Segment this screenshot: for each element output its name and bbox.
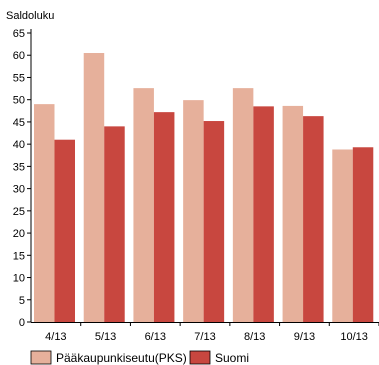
bar [203, 121, 225, 322]
legend-label: Suomi [215, 351, 249, 365]
y-tick-label: 45 [13, 117, 25, 129]
bar [253, 106, 274, 322]
legend: Pääkaupunkiseutu(PKS) Suomi [30, 350, 249, 365]
bar [232, 88, 254, 322]
y-tick-label: 20 [13, 228, 25, 240]
y-tick-label: 50 [13, 95, 25, 107]
y-tick-label: 5 [19, 295, 25, 307]
y-tick-label: 40 [13, 139, 25, 151]
y-tick-label: 35 [13, 161, 25, 173]
x-tick-label: 9/13 [294, 331, 315, 343]
bars [34, 53, 374, 323]
y-tick-label: 60 [13, 50, 25, 62]
y-tick-label: 30 [13, 184, 25, 196]
y-tick-label: 10 [13, 273, 25, 285]
bar [133, 88, 154, 322]
x-tick-label: 6/13 [145, 331, 166, 343]
x-tick-label: 5/13 [95, 331, 116, 343]
y-tick-label: 65 [13, 28, 25, 40]
legend-swatch [189, 350, 211, 365]
bar [104, 126, 125, 322]
bar [34, 104, 55, 322]
x-tick-label: 7/13 [194, 331, 215, 343]
y-tick-label: 25 [13, 206, 25, 218]
x-tick-label: 8/13 [244, 331, 265, 343]
bar [282, 105, 304, 322]
bar [54, 139, 75, 322]
x-axis-ticks: 4/13 5/13 6/13 7/13 8/13 9/13 10/13 [45, 322, 379, 343]
axes [30, 29, 379, 323]
y-tick-label: 0 [19, 317, 25, 329]
bar [153, 112, 175, 322]
x-tick-label: 10/13 [340, 331, 368, 343]
legend-swatch [30, 350, 52, 365]
bar [303, 116, 324, 323]
x-tick-label: 4/13 [45, 331, 66, 343]
y-tick-label: 55 [13, 72, 25, 84]
y-axis-ticks: 0 5 10 15 20 25 30 35 40 45 50 55 60 65 [13, 28, 31, 329]
bar [183, 100, 204, 322]
y-tick-label: 15 [13, 250, 25, 262]
bar [332, 149, 353, 322]
y-axis-title: Saldoluku [6, 10, 54, 22]
legend-label: Pääkaupunkiseutu(PKS) [56, 351, 187, 365]
bar [83, 53, 105, 322]
bar [352, 147, 374, 322]
